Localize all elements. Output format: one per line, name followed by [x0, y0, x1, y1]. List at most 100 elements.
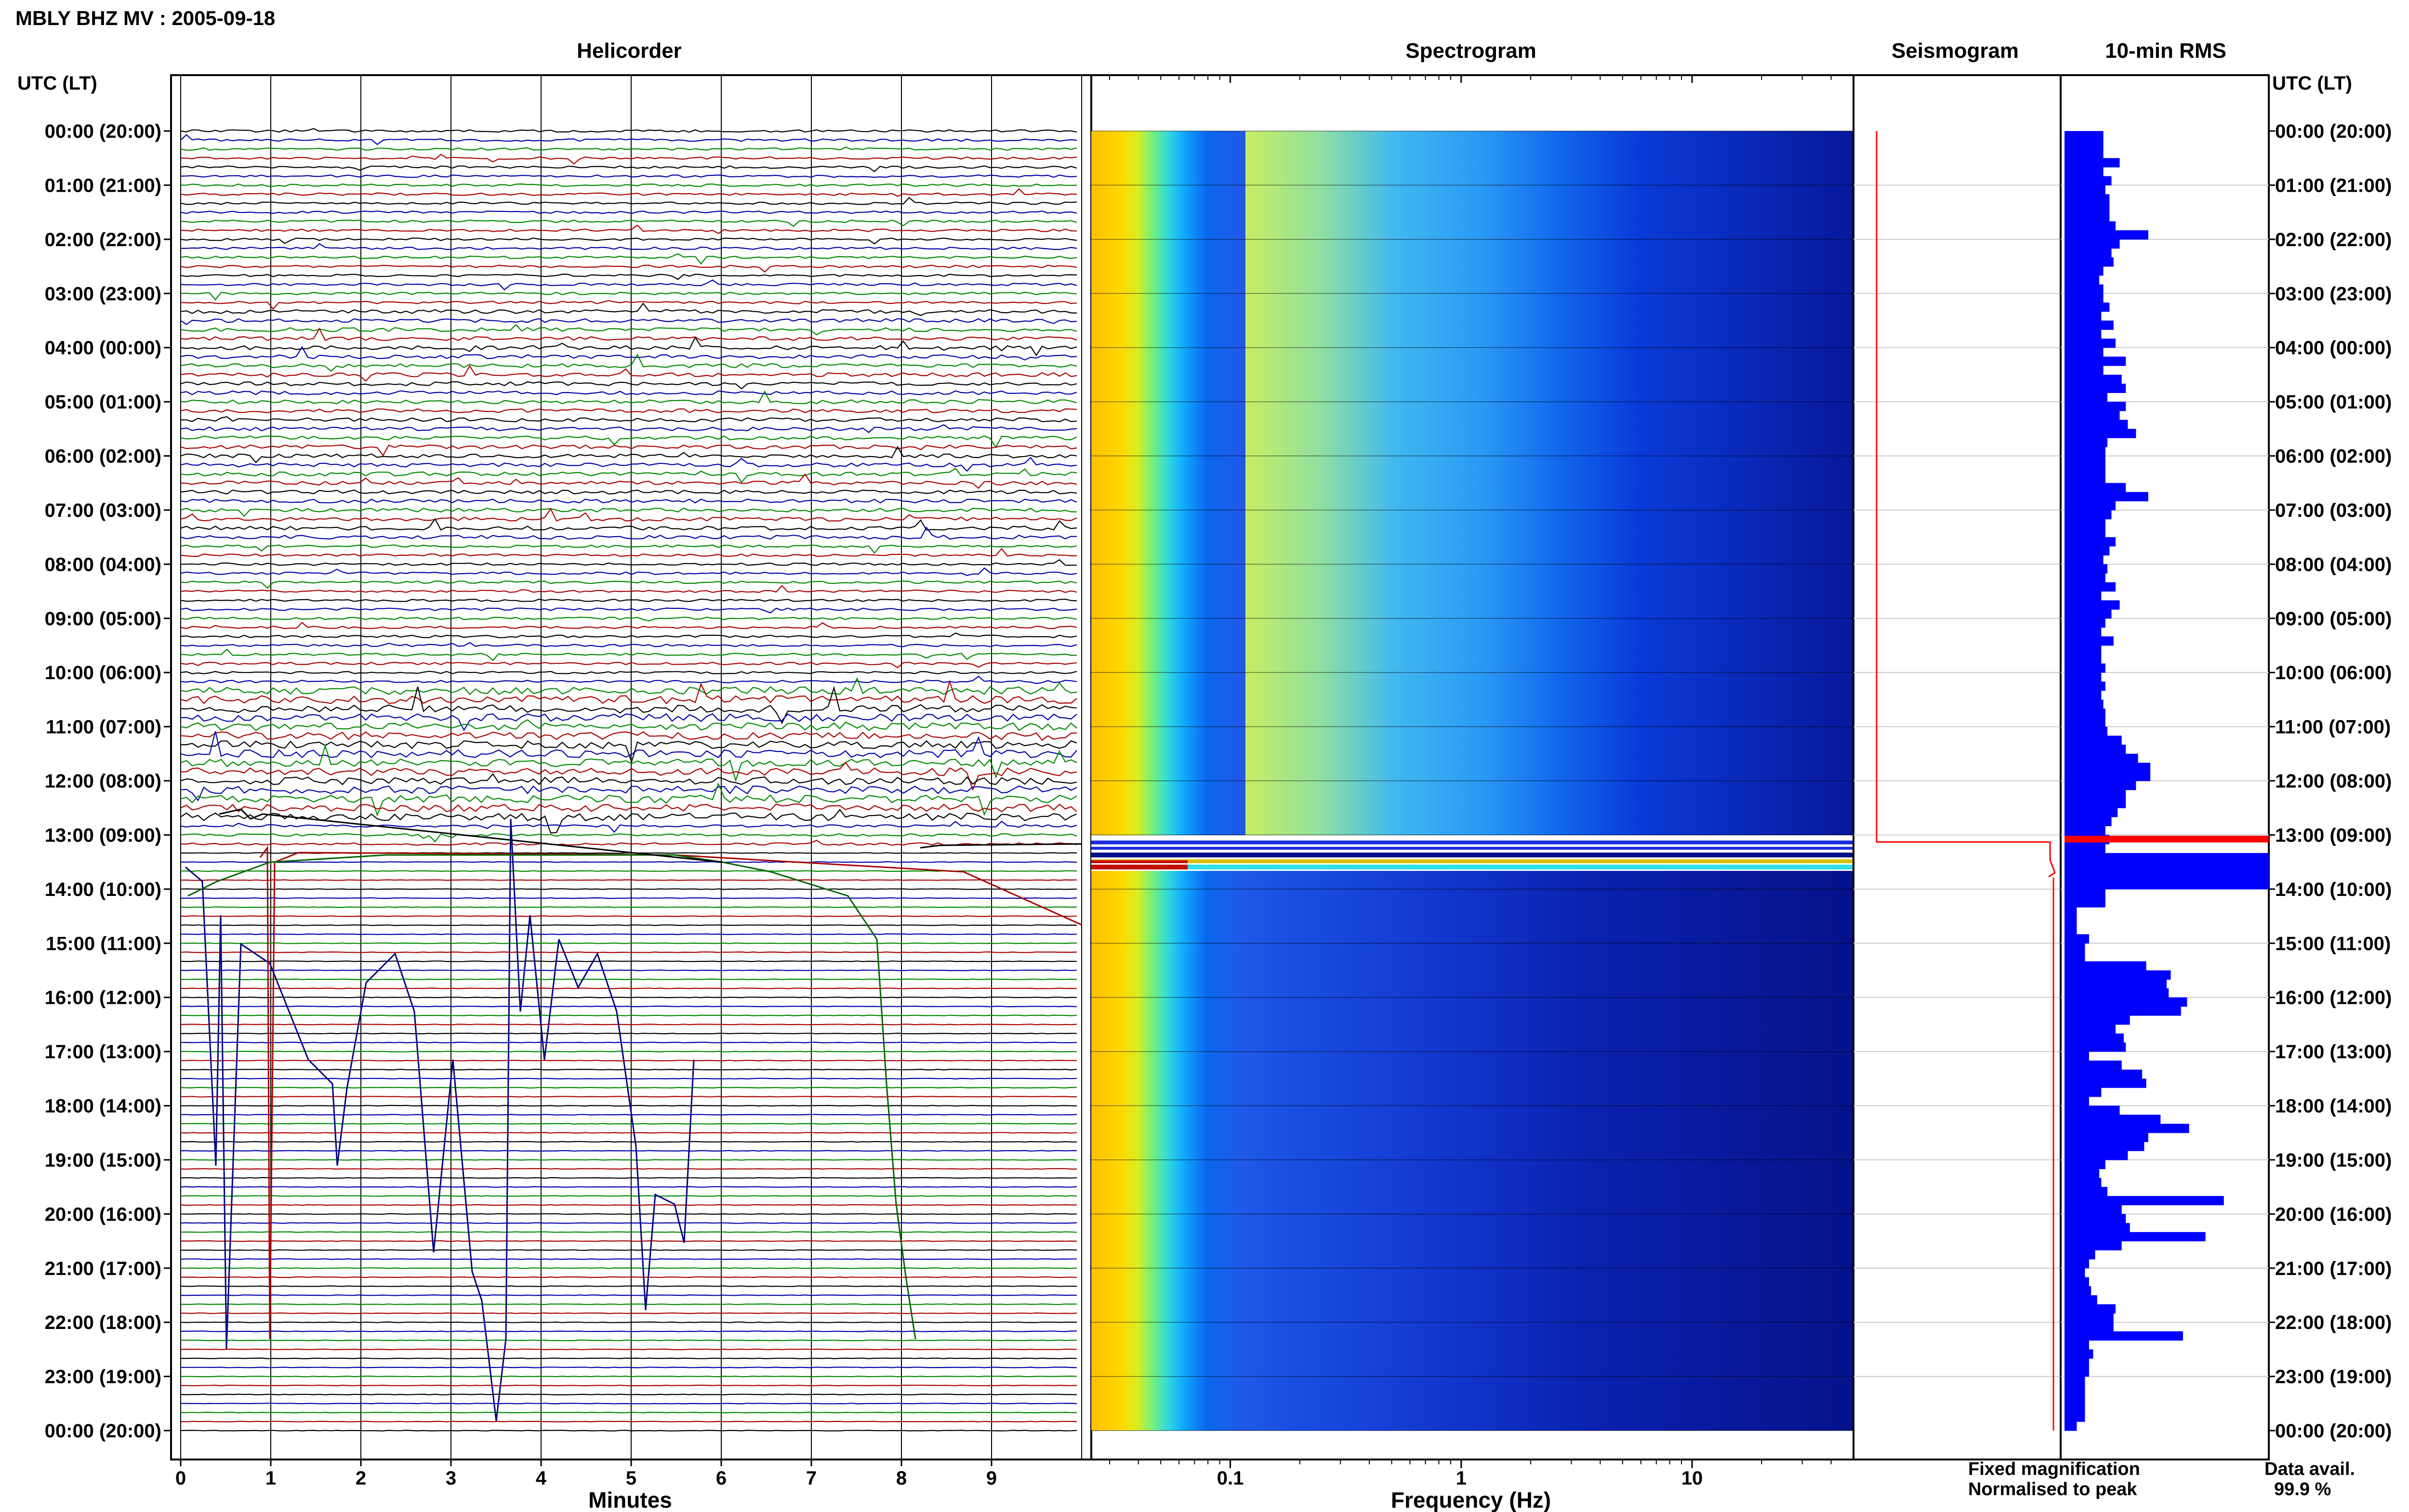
- helicorder-trace: [180, 1087, 1077, 1089]
- helicorder-trace: [180, 1394, 1077, 1395]
- time-label-right: 11:00 (07:00): [2275, 717, 2391, 738]
- rms-bar: [2065, 501, 2116, 511]
- time-label-left: 02:00 (22:00): [45, 229, 161, 250]
- spectrogram-low-band-upper: [1091, 131, 1245, 835]
- rms-bar: [2065, 374, 2122, 384]
- spectrogram-x-ticks: 0.1 1 10: [1109, 75, 1832, 1489]
- rms-bar: [2065, 302, 2110, 312]
- rms-bar: [2065, 1033, 2124, 1043]
- helicorder-trace: [180, 1159, 1077, 1161]
- rms-bar: [2065, 934, 2089, 944]
- helicorder-trace: [180, 444, 1077, 457]
- helicorder-trace: [180, 598, 1077, 602]
- helicorder-trace: [180, 833, 1077, 843]
- rms-bar: [2065, 1006, 2181, 1016]
- time-label-left: 16:00 (12:00): [45, 987, 161, 1009]
- rms-bar: [2065, 961, 2146, 971]
- rms-bar: [2065, 203, 2110, 213]
- time-label-right: 00:00 (20:00): [2275, 1420, 2392, 1442]
- rms-bar: [2065, 781, 2136, 790]
- helicorder-trace: [180, 942, 1077, 944]
- rms-bar: [2065, 492, 2148, 501]
- rms-bar: [2065, 1376, 2085, 1386]
- rms-bar: [2065, 1169, 2100, 1178]
- helicorder-trace: [181, 740, 1077, 764]
- helicorder-trace: [180, 1430, 1077, 1432]
- rms-bar: [2065, 311, 2102, 321]
- helicorder-trace: [180, 719, 1077, 731]
- helicorder-tick-label: 2: [356, 1468, 366, 1489]
- helicorder-trace: [180, 274, 1077, 280]
- helicorder-trace: [181, 390, 1077, 405]
- helicorder-trace: [180, 731, 1077, 741]
- rms-bar: [2065, 1322, 2114, 1332]
- rms-bar: [2065, 1421, 2077, 1431]
- rms-bar: [2065, 131, 2104, 141]
- spectrogram-tick-label: 0.1: [1217, 1468, 1244, 1489]
- rms-bar: [2065, 943, 2085, 953]
- time-label-right: 01:00 (21:00): [2275, 175, 2392, 196]
- helicorder-trace: [180, 679, 1077, 705]
- utc-header-right: UTC (LT): [2272, 73, 2352, 94]
- seismogram-panel: [1853, 74, 2062, 1460]
- helicorder-trace: [180, 174, 1077, 178]
- rms-bar: [2065, 564, 2107, 574]
- helicorder-tick-label: 0: [175, 1468, 186, 1489]
- helicorder-trace: [180, 1420, 1077, 1423]
- helicorder-trace: [180, 188, 1077, 197]
- time-label-left: 20:00 (16:00): [45, 1204, 161, 1225]
- rms-bar: [2065, 1250, 2095, 1260]
- time-label-left: 14:00 (10:00): [45, 879, 161, 900]
- helicorder-trace: [180, 744, 1077, 782]
- rms-bar: [2065, 1358, 2089, 1368]
- rms-bar: [2065, 907, 2077, 917]
- helicorder-trace: [180, 713, 1077, 731]
- time-label-left: 13:00 (09:00): [45, 825, 161, 846]
- rms-bar: [2065, 1088, 2102, 1097]
- helicorder-trace: [180, 165, 1077, 172]
- rms-bar: [2065, 979, 2167, 989]
- rms-bar: [2065, 194, 2110, 204]
- rms-bar: [2065, 1295, 2097, 1305]
- rms-bar: [2065, 763, 2151, 772]
- data-availability-label: Data avail.: [2264, 1459, 2355, 1479]
- spectrogram-low-band-lower: [1091, 871, 1245, 1431]
- rms-bar: [2065, 627, 2102, 637]
- time-label-left: 00:00 (20:00): [45, 1420, 161, 1442]
- rms-bar: [2065, 1259, 2089, 1269]
- legend-normalised-to-peak: Normalised to peak: [1968, 1479, 2137, 1499]
- rms-bar: [2065, 347, 2104, 357]
- time-label-left: 09:00 (05:00): [45, 608, 161, 630]
- helicorder-trace: [180, 731, 1077, 759]
- helicorder-trace: [180, 1068, 1077, 1071]
- helicorder-trace: [180, 622, 1077, 630]
- helicorder-traces: [180, 128, 1082, 1432]
- rms-bar: [2065, 1313, 2114, 1323]
- time-label-left: 07:00 (03:00): [45, 500, 161, 521]
- helicorder-transient: [259, 845, 1082, 1340]
- helicorder-trace: [181, 879, 1077, 881]
- seismogram-frame: [1853, 74, 2062, 1460]
- rms-bar: [2065, 736, 2122, 745]
- rms-bar: [2065, 925, 2077, 935]
- helicorder-trace: [180, 617, 1077, 622]
- helicorder-trace: [180, 346, 1077, 361]
- helicorder-trace: [180, 585, 1077, 593]
- rms-bar: [2065, 1042, 2126, 1052]
- helicorder-trace: [180, 210, 1077, 214]
- helicorder-trace: [180, 467, 1077, 484]
- utc-header-left: UTC (LT): [17, 73, 97, 94]
- helicorder-trace: [180, 1005, 1077, 1008]
- seismogram-trace-upper: [1876, 131, 2056, 878]
- helicorder-trace: [181, 1357, 1077, 1359]
- rms-bar: [2065, 1412, 2085, 1422]
- helicorder-trace: [180, 632, 1077, 638]
- helicorder-trace: [180, 978, 1077, 980]
- rms-bar: [2065, 591, 2102, 601]
- rms-bar: [2065, 889, 2105, 899]
- time-label-right: 22:00 (18:00): [2275, 1312, 2392, 1333]
- time-label-left: 03:00 (23:00): [45, 283, 161, 304]
- helicorder-trace: [180, 327, 1077, 342]
- time-label-left: 10:00 (06:00): [45, 662, 161, 684]
- helicorder-trace: [180, 1339, 1077, 1341]
